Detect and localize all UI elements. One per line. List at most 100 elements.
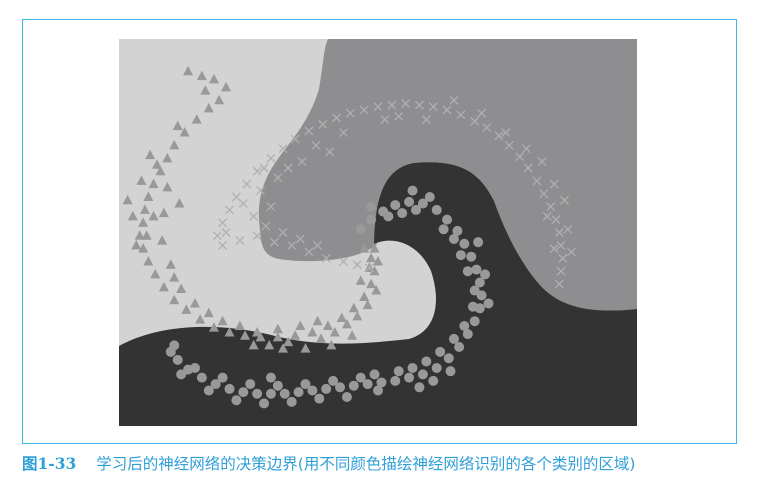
circle-point xyxy=(469,285,480,296)
cross-point xyxy=(532,176,542,186)
triangle-point xyxy=(217,315,228,326)
circle-point xyxy=(348,380,359,391)
cross-point xyxy=(295,234,305,244)
figure-caption: 图1-33 学习后的神经网络的决策边界(用不同颜色描绘神经网络识别的各个类别的区域… xyxy=(22,450,752,478)
cross-point xyxy=(297,157,307,167)
triangle-point xyxy=(224,326,235,337)
circle-point xyxy=(404,372,415,383)
cross-point xyxy=(373,102,383,112)
triangle-point xyxy=(138,217,149,227)
circle-point xyxy=(286,396,297,407)
cross-point xyxy=(238,199,248,208)
circle-point xyxy=(176,369,187,380)
circle-point xyxy=(224,383,235,394)
triangle-point xyxy=(148,210,159,221)
cross-point xyxy=(470,116,480,126)
cross-point xyxy=(212,231,222,241)
triangle-point xyxy=(158,281,169,292)
circle-point xyxy=(445,366,456,377)
circle-point xyxy=(203,385,214,396)
triangle-point xyxy=(176,283,187,293)
cross-point xyxy=(482,123,492,133)
cross-point xyxy=(283,163,293,173)
cross-point xyxy=(539,189,549,199)
cross-point xyxy=(313,240,323,250)
cross-point xyxy=(269,237,279,247)
circle-point xyxy=(169,340,180,351)
cross-point xyxy=(523,163,533,173)
cross-point xyxy=(414,100,424,110)
triangle-point xyxy=(290,330,301,340)
triangle-point xyxy=(143,191,154,202)
decision-boundary-plot xyxy=(119,39,637,426)
triangle-point xyxy=(248,339,259,350)
circle-point xyxy=(238,387,249,398)
triangle-point xyxy=(369,243,380,253)
triangle-point xyxy=(359,291,370,301)
circle-point xyxy=(300,379,311,390)
circle-point xyxy=(366,201,377,212)
circle-point xyxy=(279,388,290,399)
triangle-point xyxy=(352,310,363,321)
cross-point xyxy=(256,186,266,196)
circle-point xyxy=(448,333,459,344)
cross-point xyxy=(339,257,348,266)
circle-point xyxy=(414,382,425,393)
cross-point xyxy=(252,231,262,241)
cross-point xyxy=(421,115,431,125)
cross-point xyxy=(290,134,300,144)
triangle-point xyxy=(316,333,327,343)
circle-point xyxy=(307,385,318,396)
triangle-point xyxy=(366,252,377,263)
cross-point xyxy=(287,240,297,250)
cross-point xyxy=(501,128,511,137)
triangle-point xyxy=(183,65,194,76)
cross-point xyxy=(554,228,564,237)
circle-point xyxy=(397,208,408,219)
cross-point xyxy=(359,105,369,115)
triangle-point xyxy=(169,294,180,305)
cross-point xyxy=(549,244,559,254)
triangle-point xyxy=(150,268,161,279)
cross-point xyxy=(522,144,531,154)
triangle-point xyxy=(148,178,159,189)
circle-point xyxy=(355,372,366,383)
triangle-point xyxy=(174,197,185,208)
circle-point xyxy=(196,372,207,383)
triangle-point xyxy=(136,175,147,185)
circle-point xyxy=(383,211,394,222)
region-dark xyxy=(119,162,637,426)
circle-point xyxy=(435,346,446,357)
triangle-point xyxy=(272,331,283,342)
triangle-point xyxy=(326,339,337,350)
circle-point xyxy=(462,329,473,340)
triangle-point xyxy=(203,102,214,113)
circle-point xyxy=(335,382,346,393)
cross-point xyxy=(401,99,411,108)
cross-point xyxy=(551,215,561,225)
circle-point xyxy=(480,269,491,280)
circle-point xyxy=(189,362,200,373)
circle-point xyxy=(376,377,387,388)
cross-point xyxy=(304,247,314,257)
triangle-point xyxy=(200,85,211,95)
triangle-point xyxy=(240,330,251,340)
triangle-point xyxy=(371,285,382,295)
triangle-point xyxy=(196,70,207,81)
cross-point xyxy=(252,166,262,176)
cross-point xyxy=(225,205,234,215)
circle-point xyxy=(328,375,339,386)
cross-point xyxy=(560,195,569,205)
cross-point xyxy=(428,102,438,112)
triangle-point xyxy=(252,326,263,337)
cross-point xyxy=(221,228,231,237)
triangle-point xyxy=(264,339,275,350)
cross-point xyxy=(542,211,552,221)
circle-point xyxy=(393,366,404,377)
cross-point xyxy=(549,179,559,189)
circle-point xyxy=(454,341,465,352)
circle-point xyxy=(272,380,283,391)
cross-point xyxy=(364,263,374,273)
data-markers xyxy=(122,65,576,409)
triangle-point xyxy=(373,256,383,266)
